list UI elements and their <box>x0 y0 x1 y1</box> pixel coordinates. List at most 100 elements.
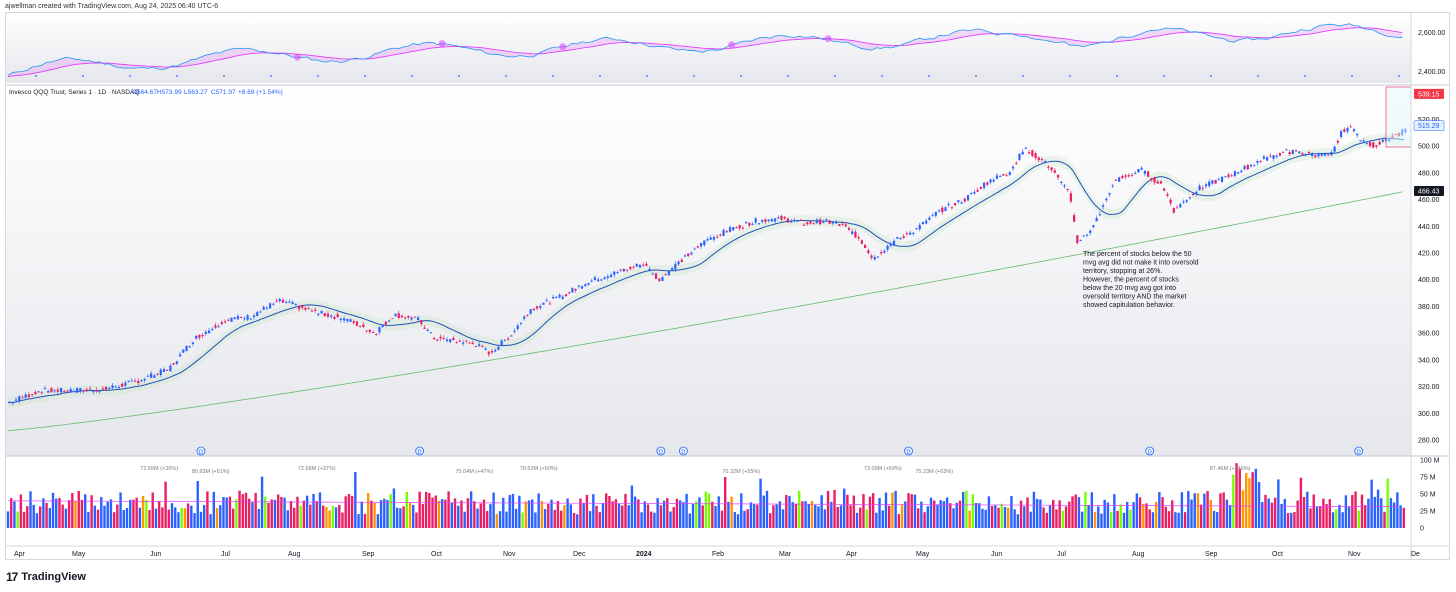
volume-bar <box>598 512 601 528</box>
volume-bar <box>264 496 267 528</box>
candle-body <box>558 294 561 298</box>
volume-bar <box>981 508 984 528</box>
volume-label: 70.32M (+55%) <box>722 469 760 475</box>
volume-bar <box>933 500 936 528</box>
candle-body <box>812 223 815 225</box>
time-axis: Apr May Jun Jul Aug Sep Oct Nov Dec 2024 Feb Mar Apr… <box>14 551 1420 558</box>
volume-bar <box>1251 472 1254 528</box>
breadth-dot <box>505 75 507 77</box>
dividend-icon <box>656 446 666 456</box>
candle-body <box>198 334 201 338</box>
breadth-dot <box>317 75 319 77</box>
volume-bar <box>907 493 910 528</box>
volume-bar <box>502 497 505 528</box>
candle-body <box>638 264 642 268</box>
volume-bar <box>1389 498 1393 528</box>
candle-body <box>1253 165 1256 167</box>
breadth-line <box>7 23 1403 76</box>
volume-bar <box>373 503 376 528</box>
candle-body <box>175 361 178 364</box>
candle-body <box>133 380 137 382</box>
price-tick: 400.00 <box>1418 277 1440 284</box>
candle-body <box>793 220 796 222</box>
volume-bar <box>321 505 325 528</box>
volume-bar <box>238 490 241 528</box>
candle-body <box>388 320 391 322</box>
volume-bar <box>839 505 843 528</box>
time-tick: Oct <box>431 551 442 558</box>
breadth-signal <box>293 53 301 61</box>
volume-bar <box>244 492 248 528</box>
candle-body <box>815 219 818 224</box>
volume-bar <box>498 511 502 528</box>
volume-bar <box>910 494 913 528</box>
volume-bar <box>1338 504 1341 528</box>
volume-bar <box>251 502 254 528</box>
volume-bar <box>405 491 408 528</box>
volume-average <box>7 500 1398 508</box>
candle-body <box>703 240 706 246</box>
volume-bar <box>174 507 177 528</box>
candle-body <box>108 388 111 390</box>
volume-bar <box>482 499 486 528</box>
candle-body <box>233 317 236 320</box>
candle-body <box>590 280 593 282</box>
volume-bar <box>797 490 801 528</box>
volume-labels: 72.65M (+36%) 80.93M (+51%) 72.68M (+37%) 7… <box>140 466 1250 475</box>
volume-bar <box>891 492 894 528</box>
candle-body <box>243 318 246 320</box>
candle-body <box>1368 141 1372 147</box>
price-labels: 539.15 515.29 466.43 <box>1385 86 1445 196</box>
time-tick: Mar <box>779 551 792 558</box>
candle-body <box>503 339 506 341</box>
candle-body <box>1285 149 1288 151</box>
volume-bar <box>814 504 817 528</box>
volume-bar <box>1177 512 1180 528</box>
volume-bar <box>695 501 698 528</box>
ma-200-line <box>7 191 1403 431</box>
volume-bar <box>743 510 746 528</box>
volume-bar <box>1306 491 1309 528</box>
volume-tick: 0 <box>1420 526 1424 533</box>
candle-body <box>831 222 835 224</box>
annotation-line: However, the percent of stocks <box>1083 277 1179 284</box>
candle-body <box>937 210 941 212</box>
volume-bar <box>383 498 386 528</box>
volume-bar <box>1273 497 1277 528</box>
candle-body <box>278 298 281 302</box>
volume-bar <box>1238 468 1241 528</box>
chart-svg[interactable]: 2,600.00 2,400.00 280.00 300.00 320.00 340.0… <box>6 13 1449 559</box>
breadth-dot <box>552 75 554 77</box>
time-tick: Dec <box>573 551 586 558</box>
volume-bar <box>698 497 701 528</box>
candle-body <box>535 306 539 309</box>
candle-body <box>970 192 973 195</box>
volume-bar <box>1396 492 1399 528</box>
volume-bar <box>1363 505 1367 528</box>
volume-bar <box>154 508 158 528</box>
tradingview-logo[interactable]: 17 TradingView <box>6 570 86 584</box>
volume-bar <box>1357 510 1360 528</box>
candle-body <box>873 257 876 260</box>
volume-bar <box>196 480 199 528</box>
candle-body <box>548 303 552 305</box>
volume-bar <box>762 495 765 528</box>
volume-bar <box>80 499 84 528</box>
volume-bar <box>855 512 859 528</box>
candle-body <box>69 389 72 393</box>
candle-body <box>1333 146 1336 152</box>
breadth-pane <box>6 13 1411 83</box>
volume-bar <box>556 500 560 528</box>
volume-bar <box>563 505 566 528</box>
breadth-dot <box>1351 75 1353 77</box>
candle-body <box>516 325 519 329</box>
time-tick: Jul <box>1057 551 1066 558</box>
volume-bar <box>830 501 833 528</box>
candle-body <box>577 285 580 287</box>
volume-bar <box>1167 511 1171 528</box>
candle-body <box>1314 155 1317 158</box>
candle-body <box>542 302 545 305</box>
candle-body <box>1352 129 1356 132</box>
candle-body <box>21 397 24 399</box>
breadth-dot <box>1022 75 1024 77</box>
